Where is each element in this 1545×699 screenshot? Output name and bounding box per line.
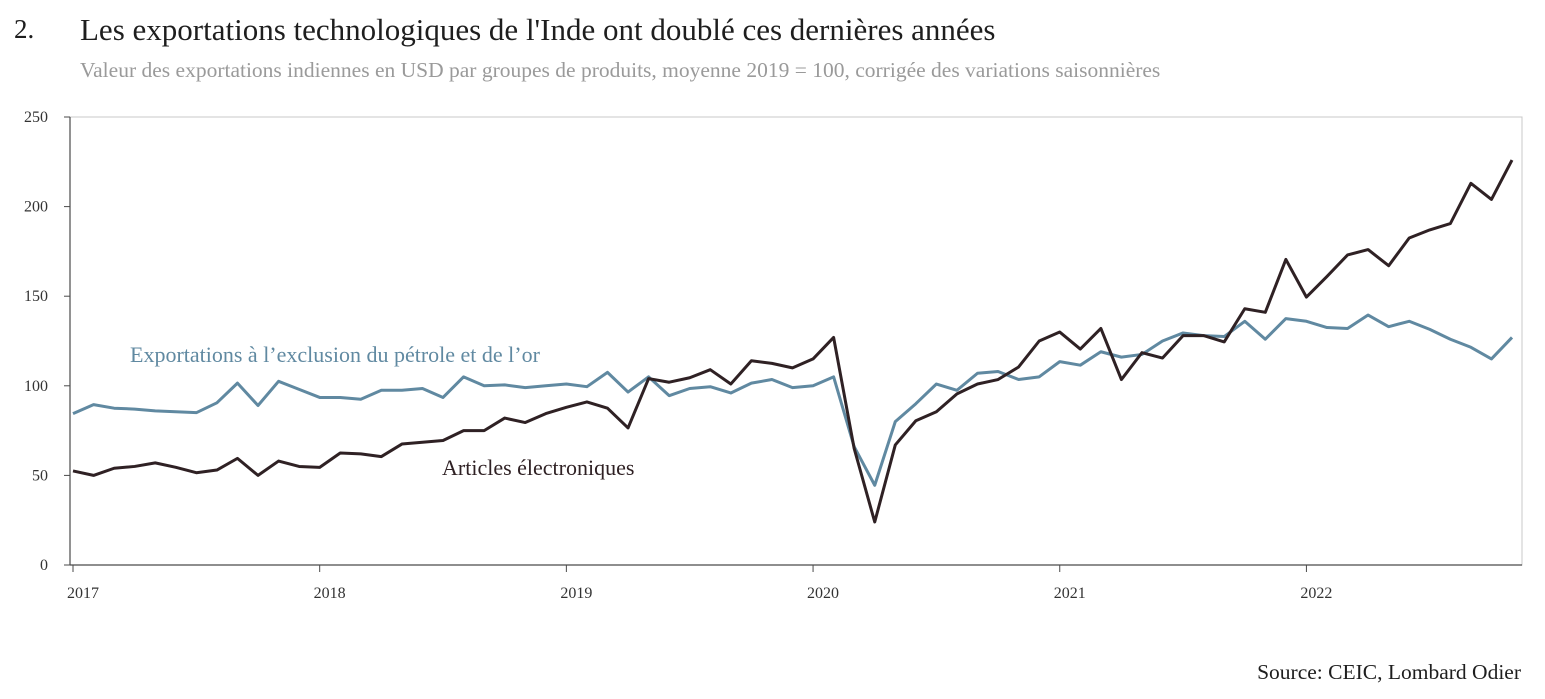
y-tick-label: 200	[24, 199, 48, 216]
plot-frame	[69, 116, 1523, 566]
source-note: Source: CEIC, Lombard Odier	[1257, 660, 1521, 684]
y-tick-label: 150	[24, 288, 48, 305]
series-line-exports-excl-oil-gold	[72, 313, 1514, 487]
y-tick-label: 250	[24, 109, 48, 126]
x-tick-label: 2020	[807, 585, 839, 602]
chart-title: Les exportations technologiques de l'Ind…	[80, 12, 996, 47]
figure-number: 2.	[14, 14, 35, 44]
x-tick-label: 2017	[67, 585, 99, 602]
series-line-electronics	[72, 159, 1514, 524]
x-tick-label: 2021	[1054, 585, 1086, 602]
x-tick-label: 2019	[560, 585, 592, 602]
x-tick-label: 2018	[314, 585, 346, 602]
y-tick-label: 50	[32, 467, 48, 484]
chart-subtitle: Valeur des exportations indiennes en USD…	[80, 58, 1161, 82]
series-label-elec: Articles électroniques	[442, 455, 634, 480]
y-tick-label: 0	[40, 557, 48, 574]
x-tick-label: 2022	[1300, 585, 1332, 602]
series-label-excl: Exportations à l’exclusion du pétrole et…	[130, 342, 541, 367]
y-tick-label: 100	[24, 378, 48, 395]
